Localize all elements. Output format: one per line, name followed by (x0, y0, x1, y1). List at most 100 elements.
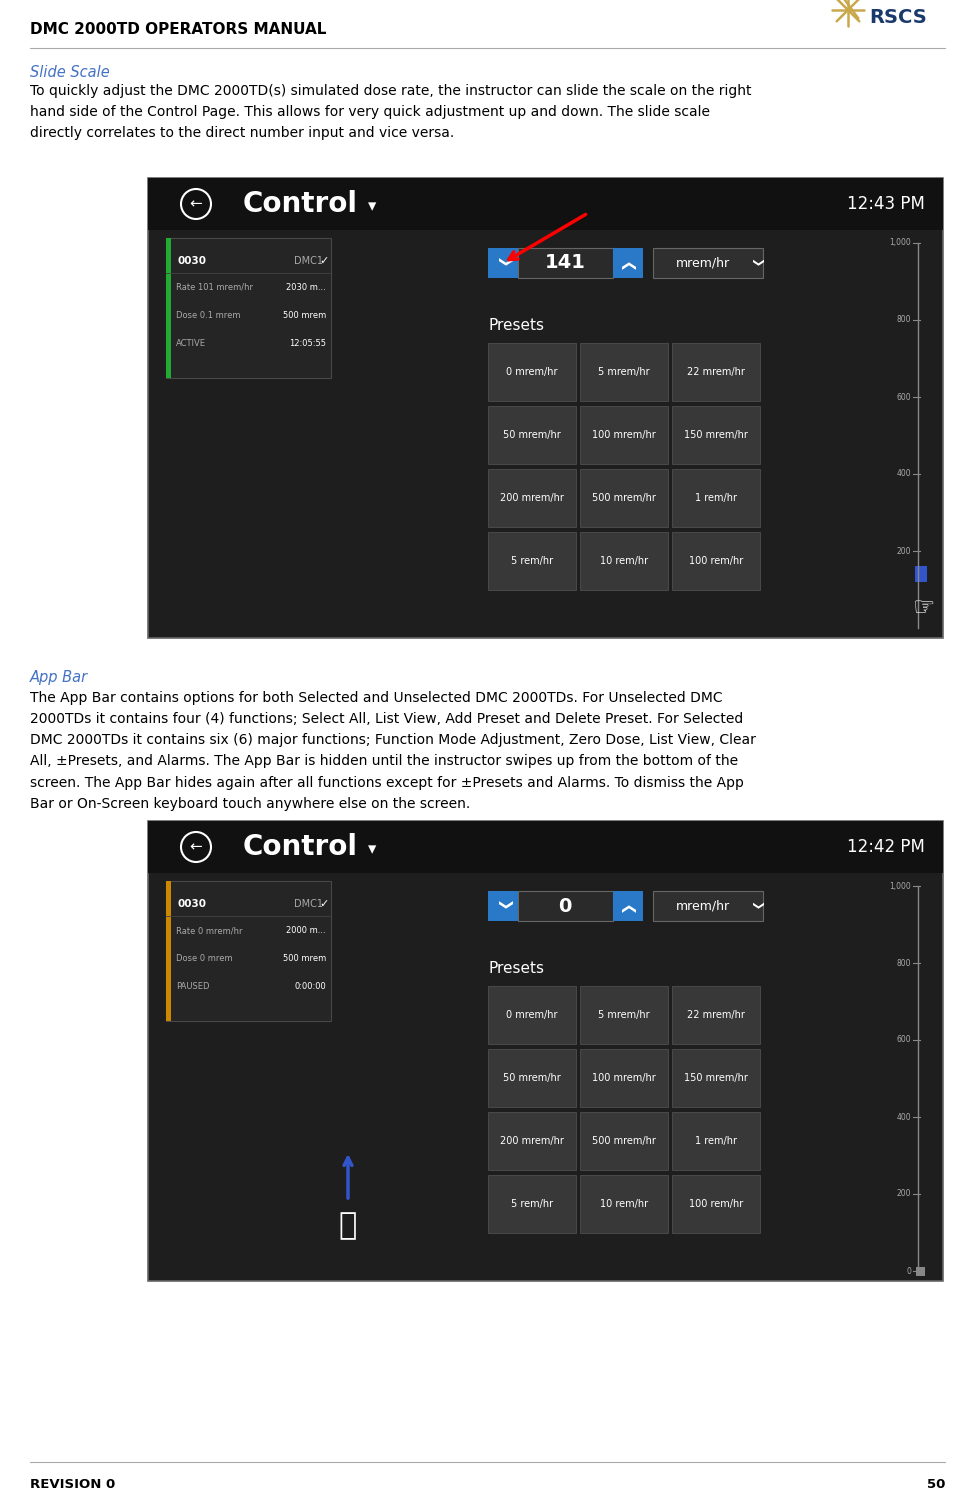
Bar (672, 1050, 760, 1106)
Text: 50 mrem/hr: 50 mrem/hr (503, 430, 561, 440)
Bar (580, 1175, 668, 1233)
Bar (580, 469, 668, 527)
Text: 200: 200 (896, 1190, 911, 1199)
Text: ✋: ✋ (339, 1211, 357, 1241)
Text: 150 mrem/hr: 150 mrem/hr (684, 430, 748, 440)
Text: App Bar: App Bar (30, 670, 88, 685)
Text: 12:42 PM: 12:42 PM (847, 838, 925, 855)
Text: 200: 200 (896, 546, 911, 555)
Text: Dose 0 mrem: Dose 0 mrem (176, 954, 233, 963)
Text: ▾: ▾ (368, 841, 376, 858)
Text: 10 rem/hr: 10 rem/hr (600, 1199, 648, 1209)
Text: 1 rem/hr: 1 rem/hr (695, 1136, 737, 1147)
Bar (166, 237, 331, 378)
Text: 10 rem/hr: 10 rem/hr (600, 555, 648, 566)
Text: ❯: ❯ (621, 900, 635, 912)
Text: 500 mrem: 500 mrem (283, 311, 326, 320)
Text: 200 mrem/hr: 200 mrem/hr (500, 493, 564, 503)
Bar (518, 248, 613, 278)
Text: 600: 600 (896, 393, 911, 402)
Text: ❯: ❯ (751, 258, 761, 267)
Text: ☞: ☞ (913, 596, 935, 620)
Text: ❯: ❯ (496, 900, 510, 912)
Bar (653, 248, 763, 278)
Text: ACTIVE: ACTIVE (176, 339, 206, 348)
Text: 500 mrem/hr: 500 mrem/hr (592, 493, 656, 503)
Bar (518, 891, 613, 921)
Text: ❯: ❯ (621, 257, 635, 269)
Bar (613, 891, 643, 921)
Bar (166, 881, 331, 1021)
Bar (488, 248, 518, 278)
Text: 200 mrem/hr: 200 mrem/hr (500, 1136, 564, 1147)
Text: DMC1: DMC1 (294, 899, 323, 909)
Bar (672, 985, 760, 1044)
Text: Presets: Presets (488, 961, 544, 976)
Text: ✓: ✓ (320, 899, 329, 909)
Bar (488, 985, 576, 1044)
Text: 0030: 0030 (178, 255, 207, 266)
Bar (488, 1112, 576, 1171)
Text: 0030: 0030 (178, 899, 207, 909)
Text: 5 rem/hr: 5 rem/hr (511, 555, 553, 566)
Text: ❯: ❯ (496, 257, 510, 269)
Bar (580, 1050, 668, 1106)
Text: mrem/hr: mrem/hr (676, 899, 730, 912)
Text: 50 mrem/hr: 50 mrem/hr (503, 1073, 561, 1082)
Bar (488, 891, 518, 921)
Text: Dose 0.1 mrem: Dose 0.1 mrem (176, 311, 241, 320)
Text: ✓: ✓ (320, 255, 329, 266)
Bar (653, 891, 763, 921)
Bar (580, 343, 668, 402)
Text: To quickly adjust the DMC 2000TD(s) simulated dose rate, the instructor can slid: To quickly adjust the DMC 2000TD(s) simu… (30, 84, 752, 140)
Bar (580, 406, 668, 464)
Text: 500 mrem: 500 mrem (283, 954, 326, 963)
Bar (166, 237, 171, 378)
Bar (915, 566, 927, 582)
Text: 12:43 PM: 12:43 PM (847, 196, 925, 213)
Text: 0:00:00: 0:00:00 (294, 982, 326, 991)
Text: 500 mrem/hr: 500 mrem/hr (592, 1136, 656, 1147)
Text: 2000 m...: 2000 m... (287, 926, 326, 935)
Text: Slide Scale: Slide Scale (30, 66, 110, 81)
Text: 1,000: 1,000 (889, 881, 911, 890)
Text: 5 rem/hr: 5 rem/hr (511, 1199, 553, 1209)
Text: 600: 600 (896, 1036, 911, 1045)
Bar (613, 248, 643, 278)
Text: 2030 m...: 2030 m... (287, 284, 326, 293)
Text: ←: ← (189, 197, 203, 212)
Text: 400: 400 (896, 469, 911, 478)
Text: RSCS: RSCS (869, 7, 927, 27)
Text: Presets: Presets (488, 318, 544, 333)
Text: 100 rem/hr: 100 rem/hr (689, 555, 743, 566)
Bar (672, 532, 760, 590)
Bar (488, 406, 576, 464)
Bar (148, 178, 943, 638)
Text: 0 mrem/hr: 0 mrem/hr (506, 367, 558, 378)
Text: 100 mrem/hr: 100 mrem/hr (592, 430, 656, 440)
Text: 0: 0 (559, 896, 571, 915)
Text: 0: 0 (906, 1266, 911, 1275)
Text: 5 mrem/hr: 5 mrem/hr (599, 1009, 649, 1020)
Text: 1 rem/hr: 1 rem/hr (695, 493, 737, 503)
Text: Rate 101 mrem/hr: Rate 101 mrem/hr (176, 284, 253, 293)
Bar (580, 532, 668, 590)
Bar (148, 178, 943, 230)
Bar (488, 1175, 576, 1233)
Bar (580, 1112, 668, 1171)
Text: 0 mrem/hr: 0 mrem/hr (506, 1009, 558, 1020)
Text: Control: Control (243, 190, 358, 218)
Bar (166, 881, 171, 1021)
Text: ←: ← (189, 839, 203, 854)
Bar (488, 1050, 576, 1106)
Text: 150 mrem/hr: 150 mrem/hr (684, 1073, 748, 1082)
Bar (672, 469, 760, 527)
Text: ▾: ▾ (368, 197, 376, 215)
Text: REVISION 0: REVISION 0 (30, 1478, 115, 1492)
Text: 12:05:55: 12:05:55 (289, 339, 326, 348)
Bar (148, 821, 943, 873)
Bar (580, 985, 668, 1044)
Text: 100 rem/hr: 100 rem/hr (689, 1199, 743, 1209)
Bar (148, 821, 943, 1281)
Text: 141: 141 (545, 254, 585, 273)
